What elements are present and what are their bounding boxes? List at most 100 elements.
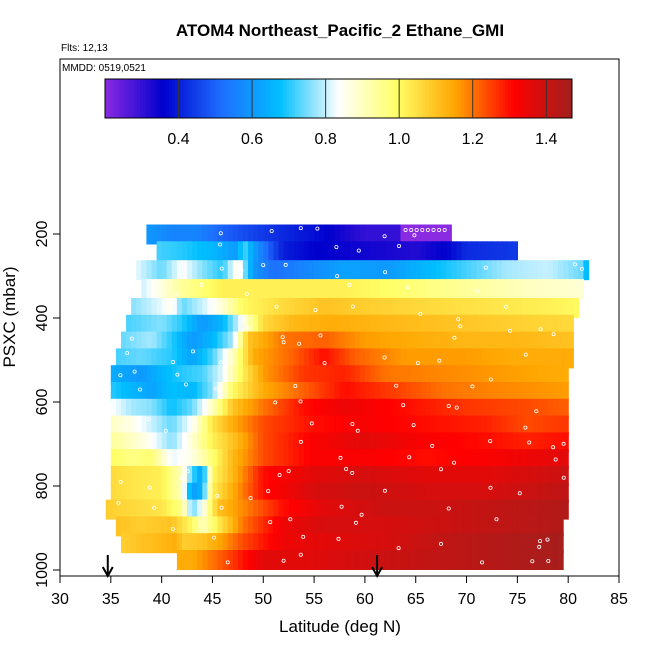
heatmap-cell [486, 365, 493, 386]
colorbar-segment [475, 79, 480, 118]
heatmap-cell [314, 466, 320, 486]
heatmap-cell [227, 415, 234, 436]
heatmap-cell [161, 415, 168, 436]
heatmap-cell [390, 382, 396, 402]
heatmap-cell [161, 314, 168, 335]
heatmap-cell [461, 516, 468, 537]
heatmap-cell [486, 499, 493, 520]
heatmap-cell [293, 466, 300, 486]
heatmap-cell [207, 365, 214, 386]
heatmap-cell [542, 550, 549, 570]
heatmap-cell [156, 260, 163, 281]
heatmap-cell [400, 398, 407, 419]
heatmap-cell [131, 415, 137, 436]
heatmap-cell [375, 516, 381, 537]
heatmap-cell [364, 516, 371, 537]
colorbar-segment [285, 79, 290, 118]
heatmap-cell [182, 314, 188, 335]
heatmap-cell [166, 314, 173, 335]
heatmap-cell [532, 516, 539, 537]
heatmap-cell [192, 279, 198, 300]
heatmap-cell [370, 466, 376, 486]
heatmap-cell [410, 415, 417, 436]
heatmap-cell [405, 533, 412, 554]
heatmap-cell [573, 279, 579, 300]
heatmap-cell [176, 482, 183, 503]
heatmap-cell [303, 550, 310, 570]
heatmap-cell [425, 533, 432, 554]
heatmap-cell [552, 516, 559, 537]
heatmap-cell [364, 348, 371, 369]
heatmap-cell [431, 533, 437, 554]
colorbar-segment [557, 79, 561, 118]
colorbar-segment [320, 79, 325, 118]
colorbar-segment [431, 79, 436, 118]
heatmap-cell [410, 241, 417, 262]
heatmap-cell [552, 533, 559, 554]
colorbar-segment [417, 79, 421, 118]
colorbar-segment [134, 79, 138, 118]
heatmap-cell [110, 415, 117, 436]
heatmap-cell [385, 331, 391, 352]
heatmap-cell [319, 398, 325, 419]
heatmap-cell [217, 398, 224, 419]
heatmap-cell [156, 365, 163, 386]
heatmap-cell [502, 331, 508, 352]
heatmap-cell [253, 466, 259, 486]
heatmap-cell [395, 550, 402, 570]
heatmap-cell [258, 533, 264, 554]
heatmap-cell [121, 365, 127, 386]
heatmap-cell [126, 314, 132, 335]
heatmap-cell [354, 348, 361, 369]
heatmap-cell [222, 331, 229, 352]
heatmap-cell [105, 499, 112, 520]
heatmap-cell [146, 348, 153, 369]
heatmap-cell [268, 482, 275, 503]
heatmap-cell [481, 482, 488, 503]
heatmap-cell [385, 298, 391, 318]
heatmap-cell [329, 298, 335, 318]
heatmap-cell [466, 331, 473, 352]
heatmap-cell [237, 224, 244, 245]
heatmap-cell [425, 224, 432, 245]
heatmap-cell [441, 331, 447, 352]
heatmap-cell [431, 432, 437, 453]
heatmap-cell [522, 499, 529, 520]
observation-point [280, 335, 285, 340]
heatmap-cell [324, 331, 330, 352]
heatmap-cell [532, 348, 539, 369]
heatmap-cell [410, 398, 417, 419]
heatmap-cell [171, 241, 178, 262]
heatmap-cell [512, 348, 518, 369]
heatmap-cell [319, 348, 325, 369]
heatmap-cell [253, 279, 259, 300]
observation-point [286, 469, 291, 474]
heatmap-cell [522, 466, 529, 486]
heatmap-cell [222, 314, 229, 335]
heatmap-cell [471, 298, 478, 318]
heatmap-cell [202, 398, 208, 419]
heatmap-cell [242, 449, 249, 470]
heatmap-cell [364, 550, 371, 570]
heatmap-cell [486, 241, 493, 262]
heatmap-cell [542, 516, 549, 537]
observation-point [446, 403, 451, 408]
heatmap-cell [436, 298, 442, 318]
heatmap-cell [248, 241, 254, 262]
colorbar-segment [195, 79, 199, 118]
heatmap-cell [232, 482, 239, 503]
heatmap-cell [278, 224, 285, 245]
heatmap-cell [573, 298, 579, 318]
heatmap-cell [146, 279, 153, 300]
heatmap-cell [222, 348, 229, 369]
heatmap-cell [303, 466, 310, 486]
heatmap-cell [303, 516, 310, 537]
heatmap-cell [425, 499, 432, 520]
heatmap-cell [425, 331, 432, 352]
observation-point [411, 423, 416, 428]
colorbar-segment [335, 79, 339, 118]
observation-point [494, 517, 499, 522]
heatmap-cell [324, 382, 330, 402]
heatmap-cell [370, 331, 376, 352]
observation-point [344, 466, 349, 471]
